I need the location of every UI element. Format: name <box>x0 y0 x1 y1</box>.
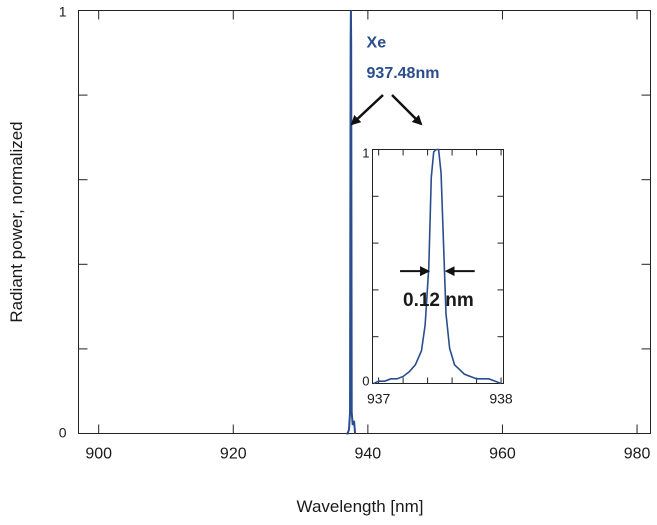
x-tick-label: 940 <box>355 446 382 463</box>
y-tick-label: 0 <box>59 425 67 441</box>
inset-x-tick-label: 937 <box>367 391 391 407</box>
x-tick-label: 900 <box>85 446 112 463</box>
inset-y-tick-label: 0 <box>362 374 369 389</box>
inset-y-tick-label: 1 <box>362 146 369 161</box>
fwhm-label: 0.12 nm <box>403 290 474 311</box>
x-axis-label: Wavelength [nm] <box>297 497 424 516</box>
main-plot-frame <box>78 10 651 434</box>
pointer-arrow-to-inset <box>391 94 423 126</box>
inset-x-tick-label: 938 <box>489 391 513 407</box>
inset-plot-frame <box>372 149 504 384</box>
main-series-line <box>346 10 357 435</box>
x-tick-label: 920 <box>220 446 247 463</box>
inset-ticks <box>372 149 504 384</box>
x-tick-label: 980 <box>624 446 651 463</box>
wavelength-annotation: 937.48nm <box>367 65 440 82</box>
pointer-arrow-to-peak <box>350 94 384 126</box>
y-axis-label: Radiant power, normalized <box>7 121 26 322</box>
inset-series-line <box>373 148 502 385</box>
main-ticks <box>78 10 651 434</box>
y-tick-label: 1 <box>59 4 67 20</box>
main-tick-labels: 900 920 940 960 980 0 1 <box>59 4 651 463</box>
inset-tick-labels: 937 938 0 1 <box>362 146 513 407</box>
x-tick-label: 960 <box>489 446 516 463</box>
element-annotation: Xe <box>367 34 387 51</box>
